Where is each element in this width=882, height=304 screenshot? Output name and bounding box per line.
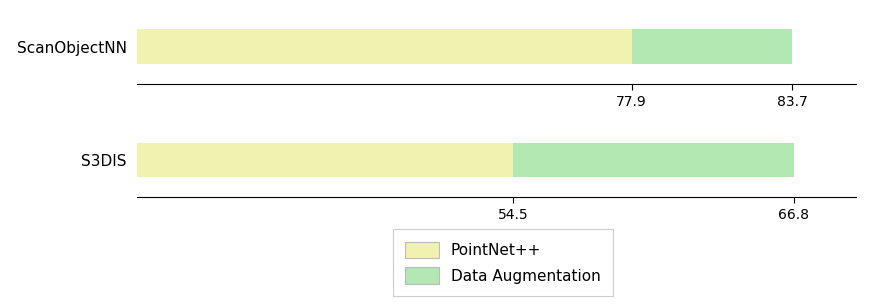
Bar bbox=[632, 29, 792, 64]
Bar bbox=[137, 29, 632, 64]
Bar bbox=[137, 143, 513, 177]
Bar bbox=[513, 143, 794, 177]
Legend: PointNet++, Data Augmentation: PointNet++, Data Augmentation bbox=[392, 230, 613, 296]
